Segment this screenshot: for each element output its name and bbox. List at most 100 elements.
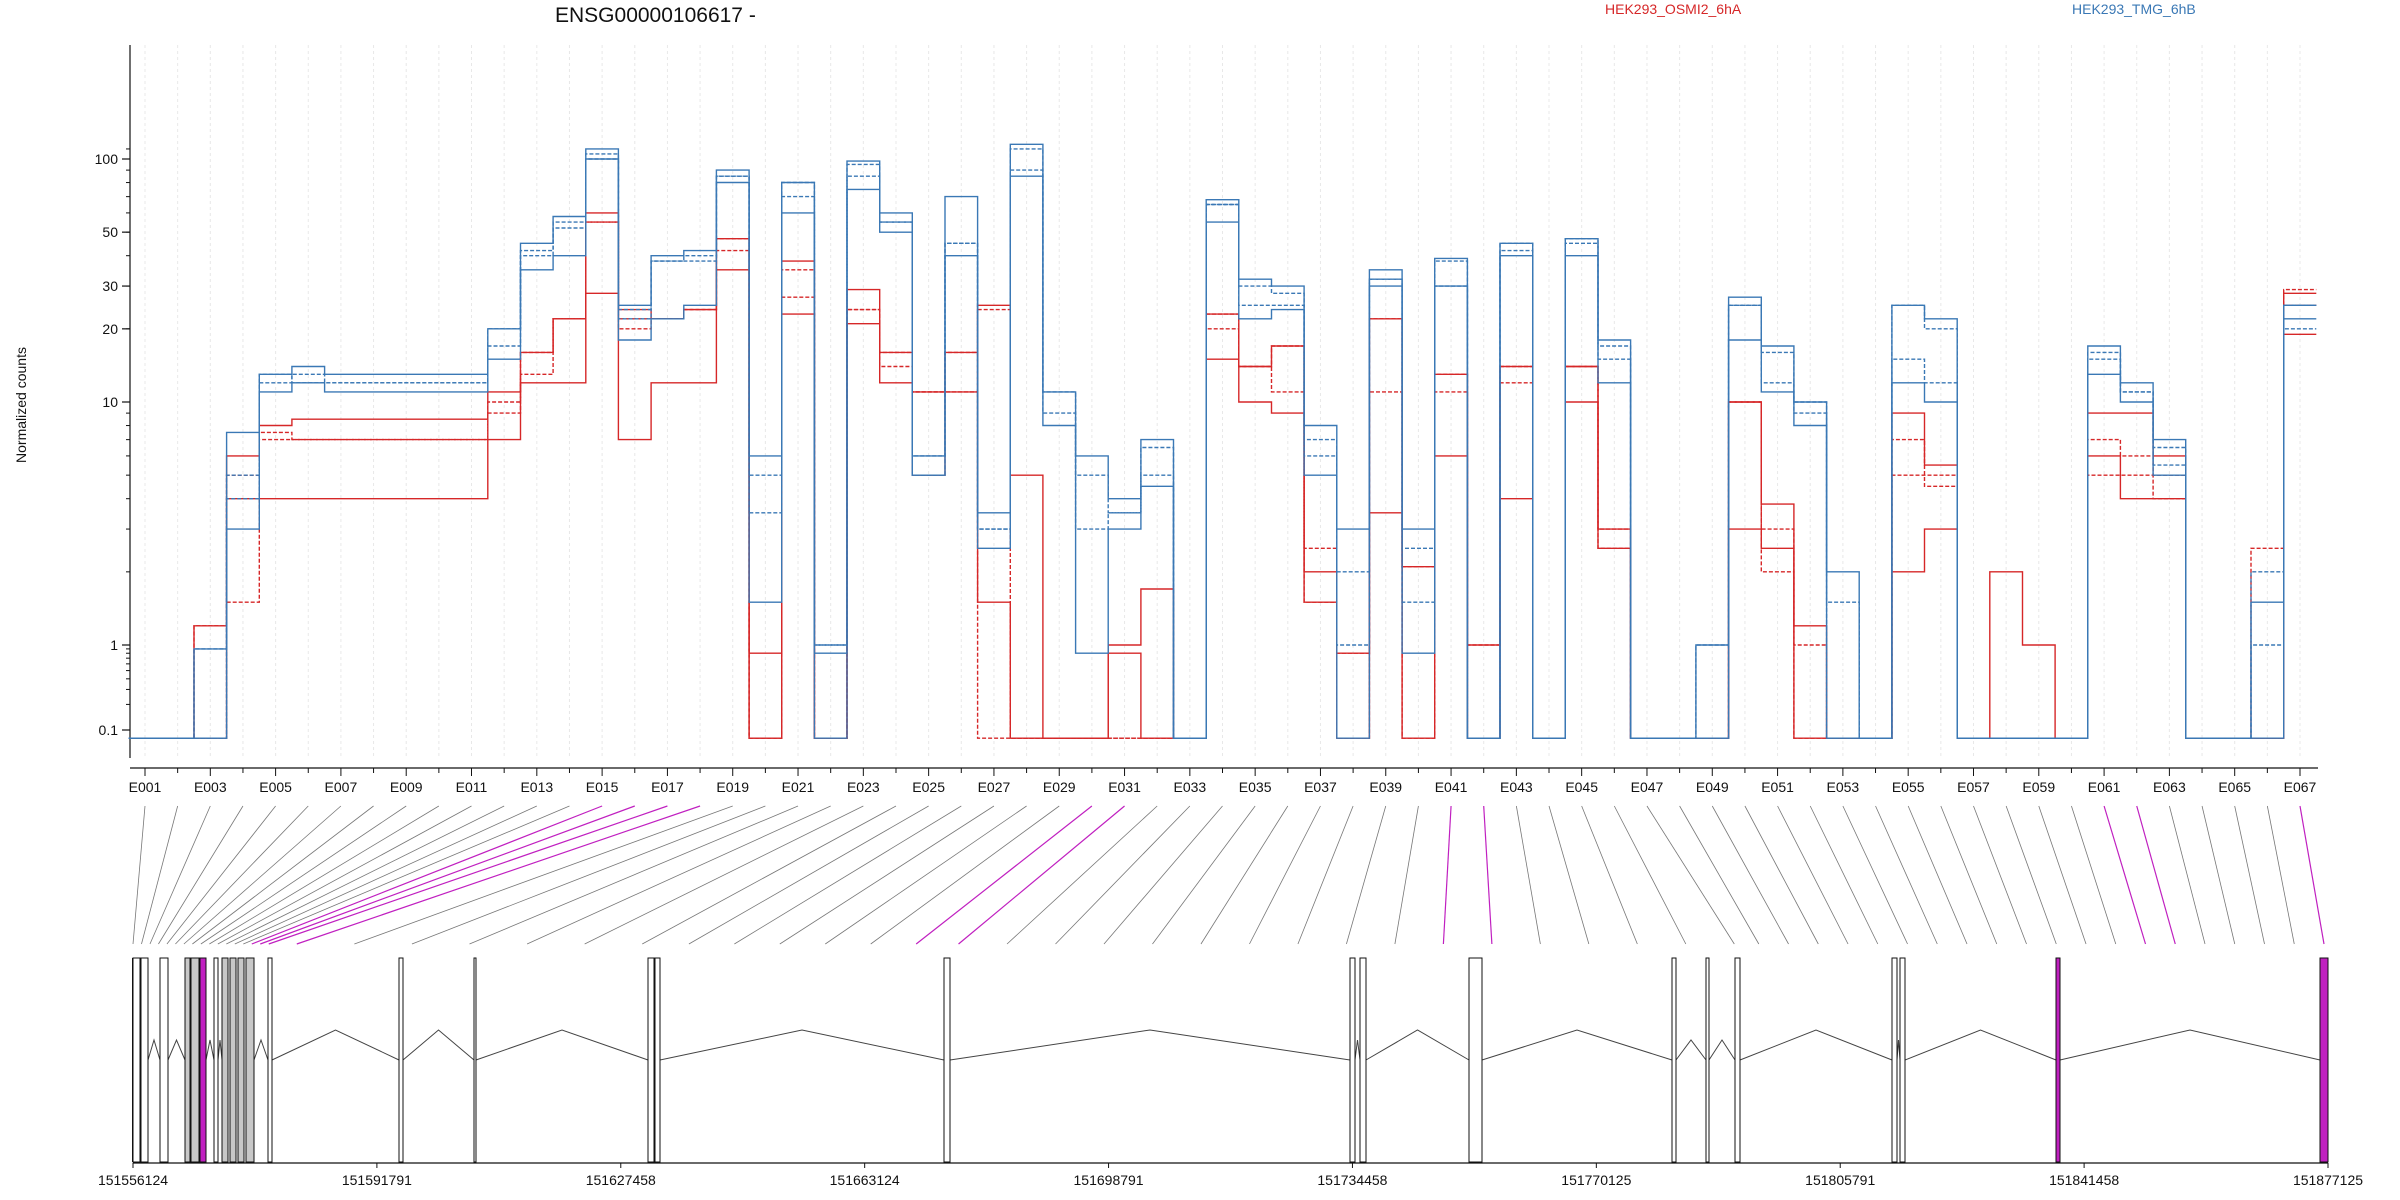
- intron-line: [253, 1038, 269, 1061]
- exon-connector: [1907, 805, 1968, 945]
- x-tick-label: E065: [2218, 779, 2251, 795]
- exon-connector: [1777, 805, 1849, 945]
- exon-connector: [2005, 805, 2057, 945]
- genomic-tick-label: 151663124: [830, 1172, 900, 1188]
- exon-connector: [2071, 805, 2117, 945]
- exon-connector: [1483, 805, 1493, 945]
- intron-line: [167, 1038, 186, 1061]
- intron-line: [217, 1039, 223, 1061]
- exon-connector: [688, 805, 929, 945]
- exon-connector: [1809, 805, 1879, 945]
- x-tick-label: E037: [1304, 779, 1337, 795]
- exon-connector: [149, 805, 211, 945]
- x-tick-label: E067: [2284, 779, 2317, 795]
- exon-connector: [183, 805, 342, 945]
- exon-connector: [411, 805, 766, 945]
- exon-box: [1359, 957, 1367, 1163]
- exon-connector: [1973, 805, 2027, 945]
- intron-line: [949, 1029, 1351, 1061]
- exon-box: [1671, 957, 1677, 1163]
- exon-box: [1899, 957, 1906, 1163]
- exon-connector: [1744, 805, 1819, 945]
- genomic-tick-label: 151591791: [342, 1172, 412, 1188]
- exon-connector: [1394, 805, 1419, 945]
- exon-box: [1468, 957, 1483, 1163]
- exon-connector: [1711, 805, 1789, 945]
- x-tick-label: E063: [2153, 779, 2186, 795]
- exon-box: [245, 957, 255, 1163]
- exon-connector: [1581, 805, 1638, 945]
- intron-line: [271, 1029, 400, 1061]
- genomic-tick-label: 151805791: [1805, 1172, 1875, 1188]
- x-tick-label: E023: [847, 779, 880, 795]
- x-tick-label: E013: [520, 779, 553, 795]
- intron-line: [147, 1038, 161, 1061]
- exon-connector: [141, 805, 179, 945]
- legend-entry-osmi2: HEK293_OSMI2_6hA: [1605, 1, 1742, 17]
- exon-connector: [2201, 805, 2236, 945]
- exon-connector: [1875, 805, 1938, 945]
- exon-connector: [1346, 805, 1387, 945]
- exon-connector: [175, 805, 309, 945]
- intron-line: [659, 1029, 945, 1061]
- exon-box: [2055, 957, 2061, 1163]
- exon-box: [140, 957, 149, 1163]
- x-tick-label: E045: [1565, 779, 1598, 795]
- exon-box: [199, 957, 207, 1163]
- exon-box: [398, 957, 404, 1163]
- exon-connector: [217, 805, 472, 945]
- exon-connector-lines: [132, 805, 2325, 945]
- y-tick-label: 10: [102, 394, 118, 410]
- exon-box: [654, 957, 661, 1163]
- y-tick-label: 1: [110, 637, 118, 653]
- exon-connector: [2266, 805, 2295, 945]
- exon-connector: [915, 805, 1093, 945]
- intron-line: [1354, 1039, 1361, 1061]
- exon-connector: [526, 805, 831, 945]
- exon-box: [184, 957, 191, 1163]
- x-tick-label: E031: [1108, 779, 1141, 795]
- legend-entry-tmg: HEK293_TMG_6hB: [2072, 1, 2196, 17]
- exon-connector: [779, 805, 995, 945]
- exon-connector: [132, 805, 146, 945]
- x-tick-label: E041: [1435, 779, 1468, 795]
- intron-line: [2059, 1029, 2321, 1061]
- exon-connector: [1613, 805, 1687, 945]
- exon-box: [267, 957, 273, 1163]
- y-tick-label: 50: [102, 224, 118, 240]
- series-lines: [128, 143, 2317, 739]
- y-tick-label: 20: [102, 321, 118, 337]
- exon-connector: [825, 805, 1027, 945]
- exon-connector: [1548, 805, 1590, 945]
- x-tick-label: E043: [1500, 779, 1533, 795]
- exon-connector: [469, 805, 799, 945]
- exon-box: [943, 957, 951, 1163]
- x-tick-label: E011: [456, 779, 488, 795]
- exon-connector: [251, 805, 603, 945]
- exon-connector: [1646, 805, 1735, 945]
- series-line: [128, 148, 2317, 739]
- exon-connector: [296, 805, 701, 945]
- exon-connector: [2136, 805, 2176, 945]
- x-tick-label: E033: [1173, 779, 1206, 795]
- exon-connector: [1152, 805, 1256, 945]
- exon-connector: [158, 805, 244, 945]
- exon-connector: [1842, 805, 1908, 945]
- genomic-tick-label: 151770125: [1561, 1172, 1631, 1188]
- x-tick-label: E053: [1827, 779, 1860, 795]
- exon-box: [1349, 957, 1356, 1163]
- genomic-tick-label: 151698791: [1074, 1172, 1144, 1188]
- exon-connector: [2103, 805, 2147, 945]
- x-tick-label: E017: [651, 779, 684, 795]
- exon-connector: [354, 805, 733, 945]
- exon-box: [1734, 957, 1741, 1163]
- exon-box: [221, 957, 229, 1163]
- exon-connector: [1103, 805, 1223, 945]
- intron-line: [475, 1029, 649, 1061]
- x-tick-label: E029: [1043, 779, 1076, 795]
- exon-connector: [243, 805, 570, 945]
- series-line: [128, 153, 2317, 739]
- exon-connector: [870, 805, 1060, 945]
- x-tick-label: E005: [259, 779, 292, 795]
